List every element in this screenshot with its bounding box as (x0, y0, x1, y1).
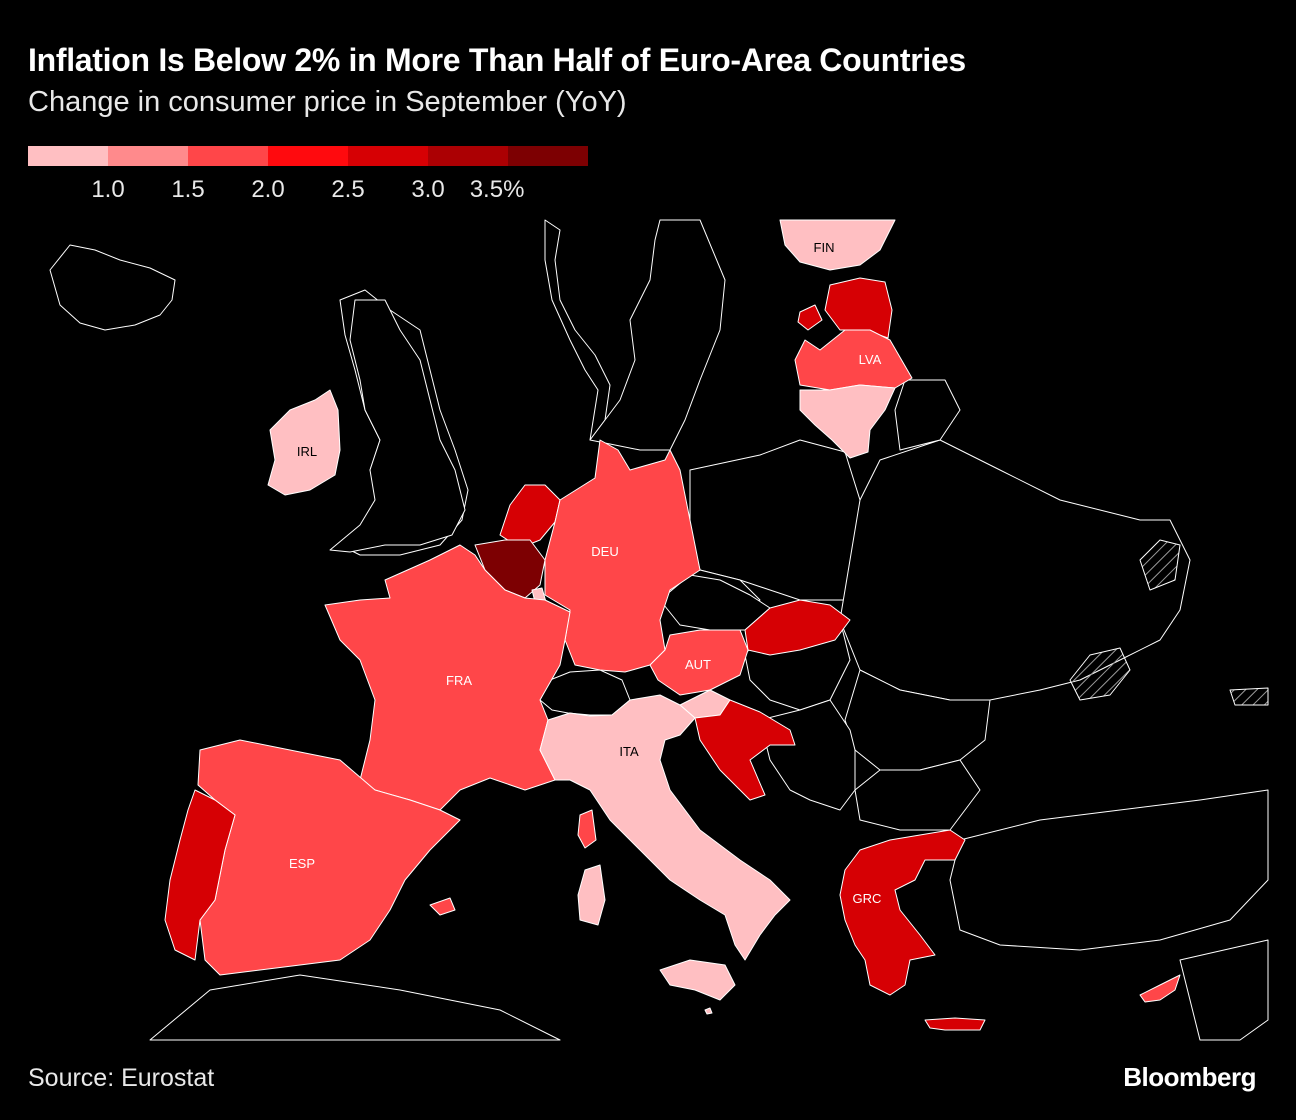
source-note: Source: Eurostat (28, 1064, 215, 1092)
non-euro-land (759, 699, 856, 811)
legend-tick-label: 3.5% (469, 176, 525, 203)
legend-tick-label: 3.0 (411, 176, 445, 203)
country-lithuania (799, 384, 896, 459)
legend-tick-label: 1.5 (171, 176, 205, 203)
non-euro-land (949, 789, 1269, 951)
legend-swatch (108, 146, 188, 166)
country-france (324, 544, 571, 811)
label-fra: FRA (446, 673, 472, 688)
non-euro-land (49, 244, 176, 331)
chart-subtitle: Change in consumer price in September (Y… (28, 86, 627, 118)
country-italy (539, 694, 791, 961)
country-greece-crete (924, 1017, 986, 1031)
legend-color-bar (28, 146, 588, 166)
hatched-area (1139, 539, 1181, 591)
country-estonia-island (797, 304, 823, 331)
country-estonia (824, 277, 893, 339)
europe-map: FIN LVA IRL DEU FRA AUT ITA ESP GRC (49, 219, 1269, 1041)
country-cyprus (1139, 974, 1181, 1003)
country-portugal (164, 789, 236, 961)
legend-tick-label: 2.5 (331, 176, 365, 203)
label-aut: AUT (685, 657, 711, 672)
country-finland (779, 219, 896, 271)
legend-tick-label: 1.0 (91, 176, 125, 203)
crimea-hatched-area (1069, 647, 1131, 701)
non-euro-land (589, 219, 726, 451)
country-slovakia (744, 599, 851, 656)
country-france-corsica (577, 809, 597, 849)
legend-swatch (428, 146, 508, 166)
non-euro-land (149, 974, 561, 1041)
color-legend: 1.0 1.5 2.0 2.5 3.0 3.5% (28, 146, 588, 206)
country-latvia (794, 329, 913, 391)
country-italy-sardinia (577, 864, 606, 926)
non-euro-land (1179, 939, 1269, 1041)
legend-swatch (28, 146, 108, 166)
country-italy-sicily (659, 959, 736, 1001)
label-lva: LVA (859, 352, 882, 367)
label-fin: FIN (814, 240, 835, 255)
non-euro-great-britain (329, 299, 466, 553)
legend-swatch (348, 146, 428, 166)
country-ireland (267, 389, 341, 496)
non-euro-land (839, 439, 1191, 701)
country-croatia (694, 699, 796, 801)
country-germany (544, 439, 701, 673)
non-euro-land (854, 759, 981, 831)
legend-tick-label: 2.0 (251, 176, 285, 203)
country-malta (704, 1007, 713, 1015)
chart-title: Inflation Is Below 2% in More Than Half … (28, 42, 966, 78)
label-deu: DEU (591, 544, 618, 559)
country-greece (839, 829, 966, 996)
legend-swatch (268, 146, 348, 166)
label-grc: GRC (853, 891, 882, 906)
bloomberg-logo: Bloomberg (1123, 1062, 1256, 1092)
non-euro-land (894, 379, 961, 451)
legend-swatch (508, 146, 588, 166)
legend-swatch (188, 146, 268, 166)
label-irl: IRL (297, 444, 317, 459)
label-esp: ESP (289, 856, 315, 871)
hatched-area (1229, 687, 1269, 706)
non-euro-land (544, 219, 611, 441)
label-ita: ITA (619, 744, 639, 759)
country-spain-balearic (429, 897, 456, 916)
